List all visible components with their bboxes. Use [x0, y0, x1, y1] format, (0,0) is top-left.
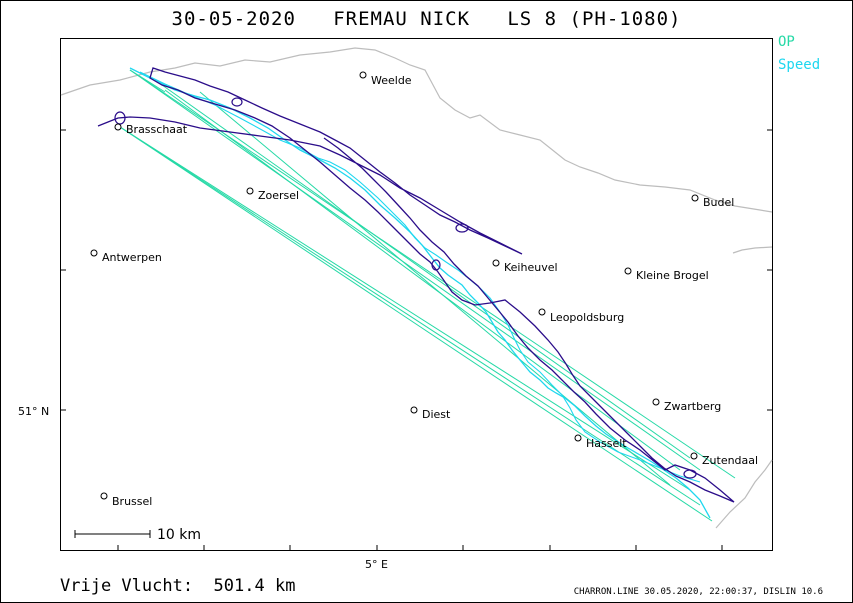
op-leg [129, 69, 701, 471]
town-marker [100, 492, 108, 500]
speed-track [129, 67, 711, 519]
town-zwartberg: Zwartberg [652, 398, 721, 413]
town-label: Zwartberg [664, 400, 721, 413]
town-marker [574, 434, 582, 442]
towns: Weelde Brasschaat Zoersel Budel Antwerpe… [90, 71, 758, 508]
town-weelde: Weelde [359, 71, 412, 87]
op-leg [164, 89, 681, 471]
border-line-east [732, 246, 773, 254]
town-zoersel: Zoersel [246, 187, 299, 202]
op-leg [154, 79, 691, 459]
town-hasselt: Hasselt [574, 434, 627, 450]
town-label: Zoersel [258, 189, 299, 202]
scale-label: 10 km [157, 527, 201, 543]
town-brasschaat: Brasschaat [114, 123, 188, 136]
legend-op: OP [778, 34, 795, 50]
town-leopoldsburg: Leopoldsburg [538, 308, 624, 324]
town-label: Diest [422, 408, 451, 421]
town-keiheuvel: Keiheuvel [492, 259, 558, 274]
thermal-loop [455, 223, 469, 233]
scale-bar: 10 km [74, 527, 201, 543]
town-kleine-brogel: Kleine Brogel [624, 267, 709, 282]
lat-label: 51° N [18, 405, 49, 418]
town-zutendaal: Zutendaal [690, 452, 758, 467]
town-label: Antwerpen [102, 251, 162, 264]
op-leg [199, 91, 671, 486]
op-leg [129, 69, 166, 93]
op-leg [119, 126, 691, 491]
town-label: Hasselt [586, 437, 627, 450]
town-label: Brasschaat [126, 123, 188, 136]
legend-speed: Speed [778, 57, 821, 73]
town-label: Brussel [112, 495, 152, 508]
border-line-southeast [715, 459, 773, 529]
town-marker [492, 259, 500, 267]
town-budel: Budel [691, 194, 734, 209]
lon-label: 5° E [365, 558, 388, 571]
op-leg [119, 126, 713, 522]
town-diest: Diest [410, 406, 451, 421]
town-marker [691, 194, 699, 202]
thermal-loop [231, 97, 243, 107]
thermal-loop [114, 111, 126, 125]
flight-track [97, 67, 735, 503]
thermal-loop [431, 259, 441, 271]
op-legs [119, 69, 736, 522]
town-label: Weelde [371, 74, 412, 87]
footer-credit: CHARRON.LINE 30.05.2020, 22:00:37, DISLI… [573, 587, 823, 597]
town-marker [538, 308, 546, 316]
town-label: Kleine Brogel [636, 269, 709, 282]
distance-value: 501.4 km [213, 576, 296, 596]
town-marker [624, 267, 632, 275]
town-label: Keiheuvel [504, 261, 558, 274]
town-marker [90, 249, 98, 257]
town-marker [114, 123, 122, 131]
plot-area [60, 38, 773, 551]
map-title: 30-05-2020 FREMAU NICK LS 8 (PH-1080) [171, 8, 682, 30]
town-brussel: Brussel [100, 492, 152, 508]
thermal-loops [114, 97, 697, 479]
town-label: Leopoldsburg [550, 311, 624, 324]
speed-track-2 [139, 71, 701, 483]
op-leg [119, 126, 701, 506]
town-marker [359, 71, 367, 79]
town-marker [690, 452, 698, 460]
town-label: Zutendaal [702, 454, 758, 467]
town-marker [246, 187, 254, 195]
thermal-loop [683, 469, 697, 479]
border-line-north [60, 47, 773, 213]
distance-readout: Vrije Vlucht: 501.4 km [60, 576, 295, 596]
town-marker [652, 398, 660, 406]
town-marker [410, 406, 418, 414]
town-label: Budel [703, 196, 734, 209]
town-antwerpen: Antwerpen [90, 249, 162, 264]
axis-ticks [60, 129, 773, 551]
distance-label: Vrije Vlucht: [60, 576, 194, 596]
